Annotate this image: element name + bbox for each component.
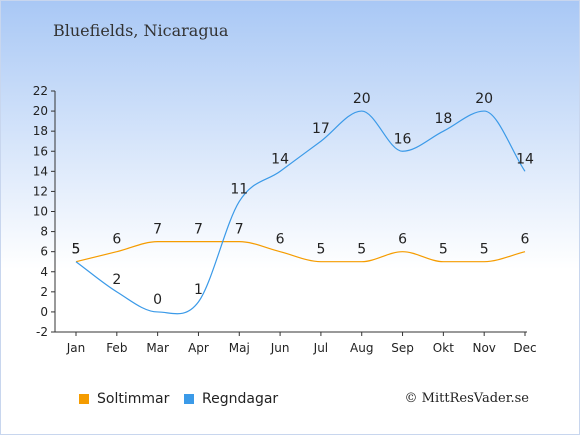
- y-tick-label: 6: [40, 245, 48, 259]
- x-tick-label: Jun: [270, 341, 290, 355]
- data-label-regndagar: 16: [394, 131, 412, 147]
- legend-item-soltimmar: Soltimmar: [79, 391, 169, 407]
- y-tick-label: 4: [40, 265, 48, 279]
- data-label-regndagar: 20: [475, 91, 493, 107]
- y-tick-label: 10: [33, 205, 48, 219]
- data-label-soltimmar: 7: [194, 222, 203, 238]
- x-tick-label: Jul: [313, 341, 328, 355]
- data-label-soltimmar: 6: [276, 232, 285, 248]
- legend-label-regndagar: Regndagar: [202, 391, 279, 407]
- legend-swatch-regndagar: [184, 394, 194, 404]
- data-label-soltimmar: 5: [357, 242, 366, 258]
- y-tick-label: 8: [40, 225, 48, 239]
- legend-label-soltimmar: Soltimmar: [97, 391, 170, 407]
- data-label-soltimmar: 5: [480, 242, 489, 258]
- data-label-soltimmar: 5: [72, 242, 81, 258]
- y-tick-label: 2: [40, 285, 48, 299]
- data-label-soltimmar: 5: [316, 242, 325, 258]
- data-label-regndagar: 2: [112, 272, 121, 288]
- data-label-soltimmar: 6: [398, 232, 407, 248]
- x-tick-label: Okt: [433, 341, 454, 355]
- data-label-regndagar: 14: [271, 151, 289, 167]
- data-label-regndagar: 11: [230, 181, 248, 197]
- y-tick-label: 0: [40, 305, 48, 319]
- x-tick-label: Mar: [146, 341, 169, 355]
- chart-title: Bluefields, Nicaragua: [53, 21, 229, 40]
- x-tick-label: Jan: [66, 341, 86, 355]
- y-tick-label: 12: [33, 184, 48, 198]
- credit-text: © MittResVader.se: [404, 391, 529, 406]
- data-label-regndagar: 5: [72, 242, 81, 258]
- data-label-soltimmar: 6: [112, 232, 121, 248]
- series-line-regndagar: [75, 110, 526, 315]
- y-tick-label: 18: [33, 124, 48, 138]
- data-label-regndagar: 20: [353, 91, 371, 107]
- data-label-regndagar: 0: [153, 292, 162, 308]
- x-tick-label: Dec: [513, 341, 536, 355]
- x-tick-label: Maj: [229, 341, 250, 355]
- data-label-regndagar: 18: [434, 111, 452, 127]
- y-tick-label: -2: [36, 325, 48, 339]
- x-tick-label: Sep: [391, 341, 414, 355]
- x-tick-label: Feb: [106, 341, 127, 355]
- x-tick-label: Apr: [188, 341, 209, 355]
- data-label-regndagar: 17: [312, 121, 330, 137]
- data-label-regndagar: 1: [194, 282, 203, 298]
- data-label-soltimmar: 7: [153, 222, 162, 238]
- y-tick-label: 20: [33, 104, 48, 118]
- data-label-soltimmar: 7: [235, 222, 244, 238]
- x-tick-label: Aug: [350, 341, 373, 355]
- data-label-regndagar: 14: [516, 151, 534, 167]
- y-tick-label: 16: [33, 144, 48, 158]
- x-tick-label: Nov: [472, 341, 495, 355]
- legend-item-regndagar: Regndagar: [184, 391, 278, 407]
- y-tick-label: 22: [33, 84, 48, 98]
- legend-swatch-soltimmar: [79, 394, 89, 404]
- y-tick-label: 14: [33, 164, 48, 178]
- data-label-soltimmar: 5: [439, 242, 448, 258]
- data-label-soltimmar: 6: [521, 232, 530, 248]
- series-line-soltimmar: [75, 241, 526, 263]
